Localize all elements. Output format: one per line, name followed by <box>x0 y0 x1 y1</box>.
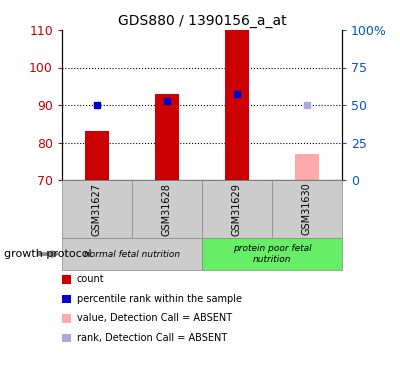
Text: GSM31629: GSM31629 <box>232 183 242 236</box>
Bar <box>155 94 179 180</box>
Text: value, Detection Call = ABSENT: value, Detection Call = ABSENT <box>77 314 232 323</box>
Text: count: count <box>77 274 104 284</box>
Text: growth protocol: growth protocol <box>4 249 92 259</box>
Text: GSM31628: GSM31628 <box>162 183 172 236</box>
Text: GSM31630: GSM31630 <box>302 183 312 236</box>
Text: rank, Detection Call = ABSENT: rank, Detection Call = ABSENT <box>77 333 227 343</box>
Text: GSM31627: GSM31627 <box>92 183 102 236</box>
Bar <box>225 30 249 180</box>
Title: GDS880 / 1390156_a_at: GDS880 / 1390156_a_at <box>118 13 286 28</box>
Bar <box>85 131 109 180</box>
Text: percentile rank within the sample: percentile rank within the sample <box>77 294 242 304</box>
Text: protein poor fetal
nutrition: protein poor fetal nutrition <box>233 244 311 264</box>
Bar <box>295 154 319 180</box>
Text: normal fetal nutrition: normal fetal nutrition <box>84 250 180 259</box>
